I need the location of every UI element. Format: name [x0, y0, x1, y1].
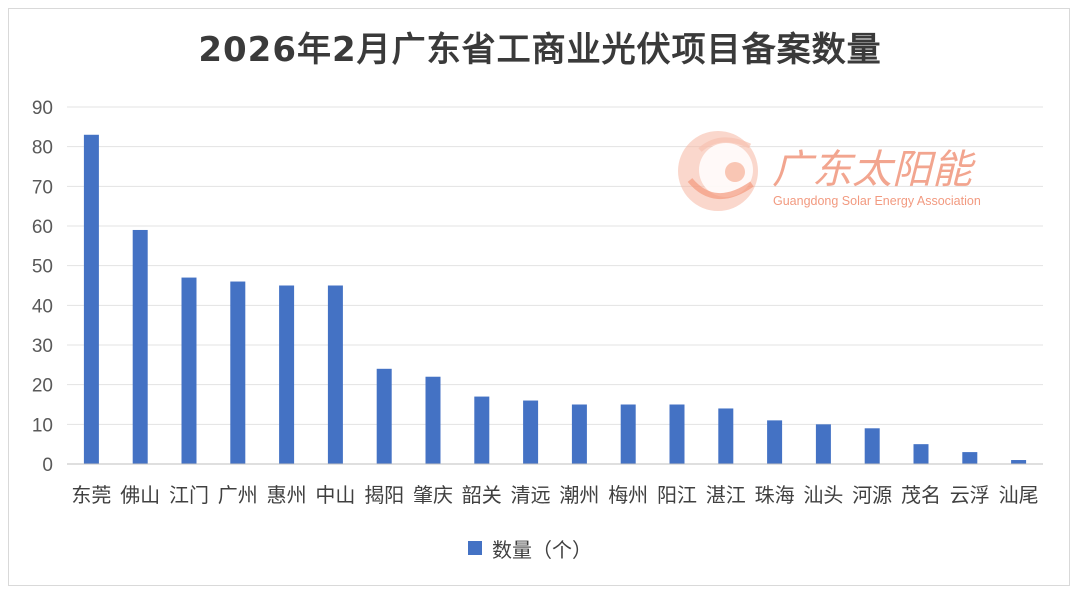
bar-揭阳 — [377, 369, 392, 464]
bar-云浮 — [962, 452, 977, 464]
x-category-label: 湛江 — [706, 483, 746, 507]
bar-中山 — [328, 286, 343, 465]
y-tick-label: 40 — [32, 296, 53, 317]
bar-潮州 — [572, 405, 587, 465]
x-category-label: 清远 — [511, 483, 551, 507]
x-category-label: 中山 — [315, 483, 355, 507]
x-category-label: 潮州 — [559, 483, 599, 507]
x-category-label: 揭阳 — [364, 483, 404, 507]
y-tick-label: 10 — [32, 415, 53, 436]
bar-茂名 — [914, 444, 929, 464]
watermark-en-text: Guangdong Solar Energy Association — [773, 194, 981, 208]
y-tick-label: 0 — [42, 455, 53, 476]
x-category-label: 云浮 — [950, 483, 990, 507]
x-category-label: 惠州 — [267, 483, 307, 507]
legend-swatch — [468, 541, 482, 555]
y-tick-label: 50 — [32, 257, 53, 278]
legend-label: 数量（个） — [492, 538, 592, 562]
bar-汕头 — [816, 424, 831, 464]
x-category-label: 汕头 — [803, 483, 843, 507]
x-category-label: 广州 — [218, 483, 258, 507]
y-tick-label: 60 — [32, 217, 53, 238]
y-tick-label: 30 — [32, 336, 53, 357]
y-tick-label: 20 — [32, 376, 53, 397]
y-tick-label: 90 — [32, 98, 53, 119]
bar-东莞 — [84, 135, 99, 464]
watermark: 广东太阳能 Guangdong Solar Energy Association — [678, 131, 981, 211]
x-axis-categories: 东莞佛山江门广州惠州中山揭阳肇庆韶关清远潮州梅州阳江湛江珠海汕头河源茂名云浮汕尾 — [71, 483, 1038, 507]
bar-清远 — [523, 401, 538, 464]
bar-珠海 — [767, 420, 782, 464]
x-category-label: 韶关 — [462, 483, 502, 507]
x-category-label: 阳江 — [657, 483, 697, 507]
bar-广州 — [230, 282, 245, 464]
x-category-label: 江门 — [169, 483, 209, 507]
bar-梅州 — [621, 405, 636, 465]
bar-阳江 — [670, 405, 685, 465]
bar-汕尾 — [1011, 460, 1026, 464]
y-axis-ticks: 0 10 20 30 40 50 60 70 80 90 — [32, 98, 53, 476]
x-category-label: 珠海 — [755, 483, 795, 507]
x-category-label: 汕尾 — [999, 483, 1039, 507]
x-category-label: 佛山 — [120, 483, 160, 507]
watermark-cn-text: 广东太阳能 — [772, 147, 976, 193]
bar-韶关 — [474, 397, 489, 464]
legend: 数量（个） — [468, 538, 592, 562]
x-category-label: 梅州 — [608, 483, 648, 507]
y-tick-label: 80 — [32, 138, 53, 159]
bar-佛山 — [133, 230, 148, 464]
x-category-label: 茂名 — [901, 483, 941, 507]
x-category-label: 肇庆 — [413, 483, 453, 507]
x-category-label: 东莞 — [71, 483, 111, 507]
bar-江门 — [182, 278, 197, 464]
bar-惠州 — [279, 286, 294, 465]
y-tick-label: 70 — [32, 177, 53, 198]
bar-河源 — [865, 428, 880, 464]
watermark-sun-icon — [678, 131, 758, 211]
bar-肇庆 — [426, 377, 441, 464]
x-category-label: 河源 — [852, 483, 892, 507]
bar-湛江 — [718, 408, 733, 464]
